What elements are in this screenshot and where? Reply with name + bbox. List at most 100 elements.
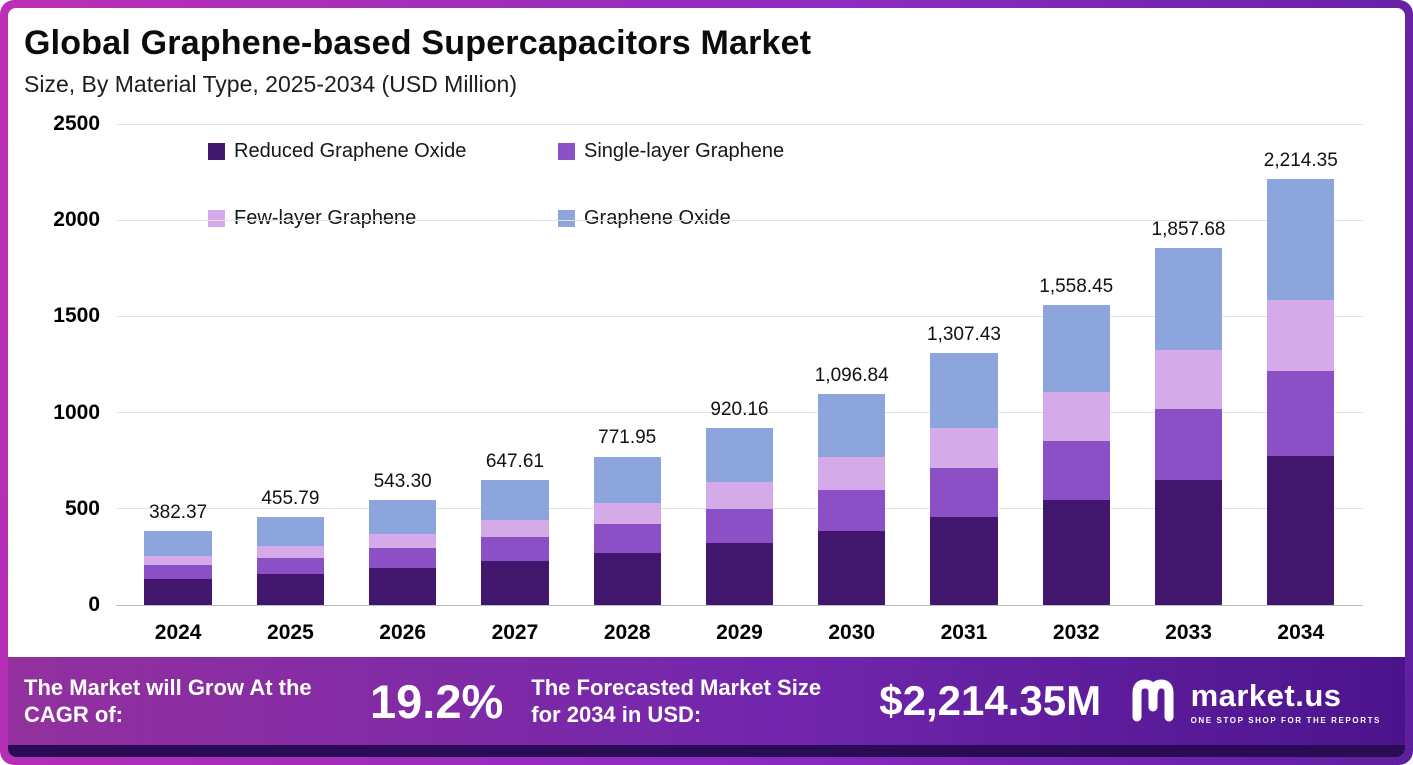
y-tick-label: 2000 — [53, 208, 100, 232]
x-axis: 2024 2025 2026 2027 2028 2029 2030 2031 2032 2033… — [116, 605, 1363, 653]
bar-segment — [705, 427, 774, 483]
bar-total-label: 1,857.68 — [1151, 218, 1226, 240]
x-tick-label: 2034 — [1277, 621, 1325, 644]
bar-segment — [368, 500, 437, 534]
stacked-bar — [593, 456, 661, 605]
bar-total-label: 543.30 — [373, 471, 432, 493]
forecast-label: The Forecasted Market Size for 2034 in U… — [531, 674, 822, 728]
plot: Reduced Graphene Oxide Single-layer Graph… — [116, 123, 1363, 606]
bar-column: 382.37 — [122, 124, 234, 605]
legend-swatch — [558, 210, 575, 227]
x-tick-label: 2024 — [154, 621, 202, 644]
bar-total-label: 771.95 — [598, 427, 657, 449]
x-tick-label: 2029 — [716, 621, 763, 644]
bar-segment — [1154, 409, 1223, 480]
bar-column: 455.79 — [234, 124, 346, 605]
legend-label: Reduced Graphene Oxide — [234, 140, 467, 162]
x-tick-label: 2027 — [491, 621, 539, 644]
cagr-value: 19.2% — [370, 674, 504, 728]
stacked-bar — [368, 500, 437, 605]
bar-segment — [368, 533, 437, 549]
y-tick-label: 0 — [88, 593, 100, 616]
bar-segment — [930, 353, 998, 428]
legend-label: Few-layer Graphene — [234, 207, 417, 229]
stacked-bar — [144, 531, 212, 605]
stacked-bar — [1267, 179, 1335, 605]
x-tick-label: 2025 — [267, 621, 314, 644]
legend-label: Single-layer Graphene — [584, 140, 785, 162]
bar-total-label: 920.16 — [710, 398, 769, 420]
x-tick-label: 2028 — [603, 621, 651, 644]
bar-segment — [818, 393, 886, 458]
bar-segment — [1042, 392, 1110, 441]
bar-column: 2,214.35 — [1245, 124, 1357, 605]
gridline — [116, 315, 1363, 317]
brand-tagline: ONE STOP SHOP FOR THE REPORTS — [1190, 715, 1381, 725]
bar-segment — [1267, 179, 1335, 301]
stacked-bar — [1042, 305, 1110, 605]
bar-total-label: 2,214.35 — [1263, 149, 1338, 171]
header: Global Graphene-based Supercapacitors Ma… — [8, 8, 1405, 98]
bar-segment — [481, 480, 549, 520]
bars-container: 382.37 455.79 543.30 647.61 771.95 920.16 1,09… — [116, 124, 1363, 605]
bar-total-label: 1,307.43 — [927, 324, 1001, 346]
bar-total-label: 1,096.84 — [814, 364, 889, 386]
bar-segment — [818, 531, 886, 605]
bar-segment — [593, 502, 661, 525]
bar-segment — [481, 561, 549, 605]
bar-column: 1,857.68 — [1132, 124, 1244, 605]
bar-segment — [593, 553, 661, 605]
y-axis: 0 500 1000 1500 2000 2500 — [16, 112, 116, 616]
bar-segment — [144, 579, 212, 605]
bar-column: 771.95 — [571, 124, 683, 605]
stacked-bar — [818, 393, 886, 605]
bar-segment — [256, 545, 325, 558]
bar-segment — [930, 516, 998, 605]
bar-segment — [705, 543, 774, 605]
gridline — [116, 412, 1363, 414]
bar-total-label: 455.79 — [261, 488, 320, 510]
bar-column: 1,307.43 — [908, 124, 1020, 605]
page-subtitle: Size, By Material Type, 2025-2034 (USD M… — [24, 71, 518, 97]
bar-segment — [593, 456, 661, 503]
bar-segment — [818, 489, 886, 532]
legend-swatch — [208, 143, 225, 160]
bar-column: 1,096.84 — [796, 124, 908, 605]
x-tick-label: 2031 — [940, 621, 988, 644]
bar-total-label: 647.61 — [485, 451, 544, 473]
bar-segment — [256, 557, 325, 575]
gridline — [116, 219, 1363, 221]
bar-segment — [144, 555, 212, 566]
bar-column: 920.16 — [683, 124, 795, 605]
stacked-bar — [256, 517, 325, 605]
bar-column: 647.61 — [459, 124, 571, 605]
bar-segment — [705, 508, 774, 544]
bar-segment — [481, 537, 549, 562]
x-tick-label: 2026 — [379, 621, 427, 644]
bar-segment — [256, 517, 325, 546]
x-tick-label: 2033 — [1165, 621, 1212, 644]
y-tick-label: 500 — [64, 496, 100, 520]
footer-banner: The Market will Grow At the CAGR of: 19.… — [8, 657, 1405, 745]
legend-item: Reduced Graphene Oxide — [208, 140, 538, 163]
bar-segment — [256, 574, 325, 605]
bar-segment — [1154, 247, 1223, 350]
forecast-value: $2,214.35M — [879, 677, 1102, 724]
bar-segment — [818, 457, 886, 490]
bar-segment — [144, 565, 212, 580]
bar-segment — [1042, 305, 1110, 393]
gridline — [116, 604, 1363, 606]
bar-column: 1,558.45 — [1020, 124, 1132, 605]
brand-name: market.us — [1190, 677, 1342, 713]
bar-segment — [1042, 440, 1110, 501]
legend-label: Graphene Oxide — [584, 207, 731, 229]
brand-logo: market.us ONE STOP SHOP FOR THE REPORTS — [1129, 673, 1381, 730]
stacked-bar — [481, 480, 549, 605]
bar-segment — [481, 519, 549, 538]
bar-segment — [1267, 455, 1335, 605]
bar-total-label: 1,558.45 — [1039, 276, 1114, 298]
bar-total-label: 382.37 — [149, 502, 208, 524]
y-tick-label: 1000 — [53, 400, 100, 424]
x-tick-label: 2032 — [1052, 621, 1100, 644]
market-us-logo-icon — [1129, 673, 1181, 730]
